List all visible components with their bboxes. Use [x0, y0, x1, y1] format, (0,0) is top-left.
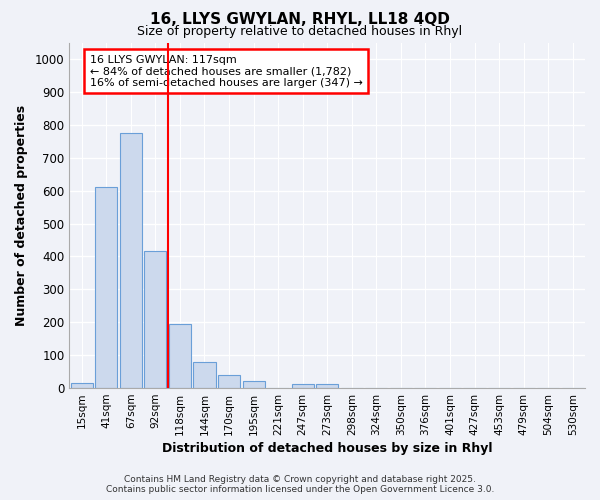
X-axis label: Distribution of detached houses by size in Rhyl: Distribution of detached houses by size …	[162, 442, 493, 455]
Bar	[242, 382, 265, 388]
Bar	[292, 384, 314, 388]
Bar	[71, 383, 93, 388]
Bar	[120, 133, 142, 388]
Bar	[95, 188, 118, 388]
Text: 16 LLYS GWYLAN: 117sqm
← 84% of detached houses are smaller (1,782)
16% of semi-: 16 LLYS GWYLAN: 117sqm ← 84% of detached…	[90, 54, 363, 88]
Y-axis label: Number of detached properties: Number of detached properties	[15, 104, 28, 326]
Bar	[218, 375, 240, 388]
Text: Contains HM Land Registry data © Crown copyright and database right 2025.
Contai: Contains HM Land Registry data © Crown c…	[106, 474, 494, 494]
Bar	[145, 252, 166, 388]
Bar	[316, 384, 338, 388]
Bar	[193, 362, 215, 388]
Text: 16, LLYS GWYLAN, RHYL, LL18 4QD: 16, LLYS GWYLAN, RHYL, LL18 4QD	[150, 12, 450, 28]
Text: Size of property relative to detached houses in Rhyl: Size of property relative to detached ho…	[137, 25, 463, 38]
Bar	[169, 324, 191, 388]
